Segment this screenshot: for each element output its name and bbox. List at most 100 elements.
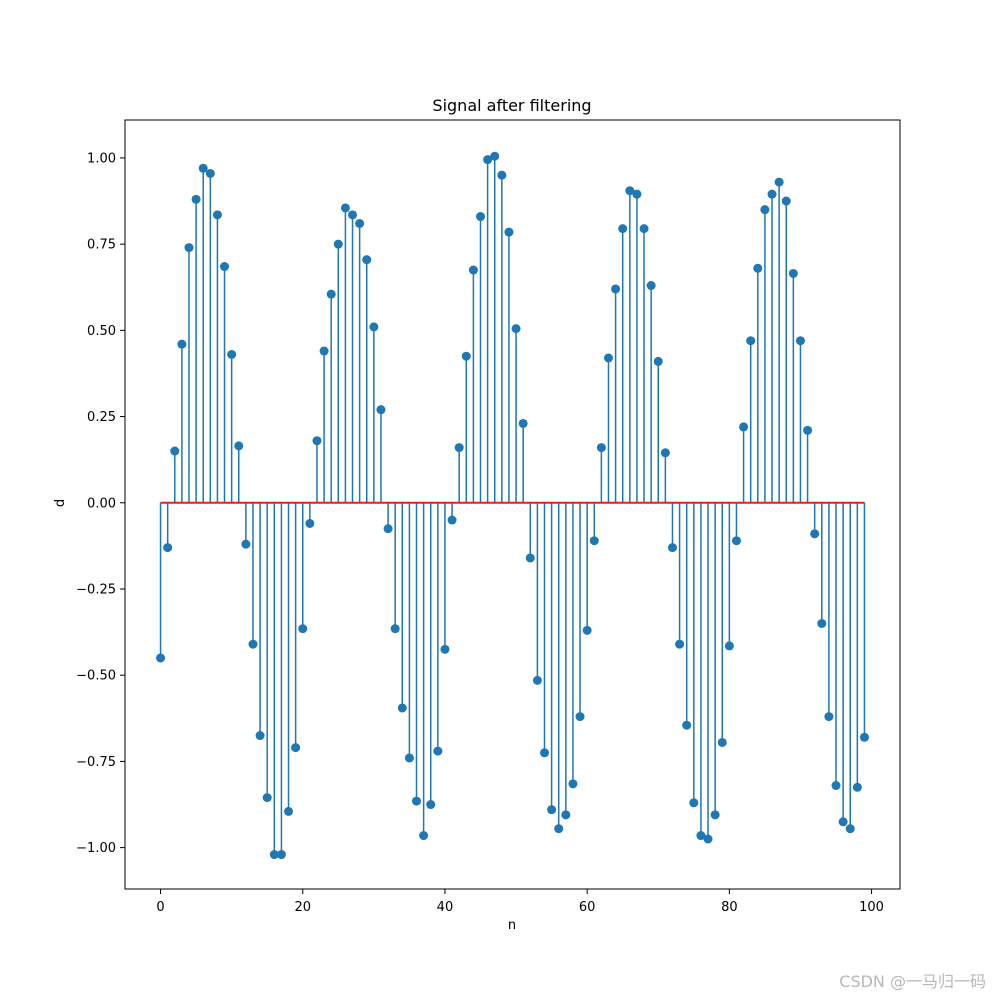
stem-marker: [568, 779, 578, 789]
stem-marker: [639, 224, 649, 234]
stem-marker: [383, 524, 393, 534]
stem-marker: [795, 336, 805, 346]
stem-marker: [618, 224, 628, 234]
stem-marker: [817, 618, 827, 628]
stem-marker: [490, 151, 500, 161]
stem-marker: [760, 205, 770, 215]
stem-marker: [596, 443, 606, 453]
stem-marker: [511, 324, 521, 334]
stem-marker: [781, 196, 791, 206]
stem-marker: [852, 782, 862, 792]
stem-marker: [731, 536, 741, 546]
stem-marker: [461, 351, 471, 361]
stem-marker: [589, 536, 599, 546]
stem-marker: [369, 322, 379, 332]
stem-marker: [241, 539, 251, 549]
watermark-text: CSDN @一马归一码: [839, 972, 986, 991]
y-tick-label: −0.50: [76, 669, 116, 684]
stem-marker: [468, 265, 478, 275]
stem-markers-group: [156, 151, 869, 860]
stem-marker: [276, 850, 286, 860]
stem-marker: [156, 653, 166, 663]
stem-marker: [767, 189, 777, 199]
stem-marker: [454, 443, 464, 453]
stem-marker: [689, 798, 699, 808]
y-tick-label: 0.75: [87, 238, 116, 253]
stem-marker: [326, 289, 336, 299]
stem-marker: [234, 441, 244, 451]
stem-marker: [824, 712, 834, 722]
stem-marker: [227, 349, 237, 359]
stem-marker: [774, 177, 784, 187]
y-tick-label: 0.00: [87, 496, 116, 511]
x-tick-label: 20: [294, 900, 311, 915]
x-tick-label: 40: [437, 900, 454, 915]
stem-marker: [376, 405, 386, 415]
y-tick-label: 1.00: [87, 151, 116, 166]
x-tick-label: 80: [721, 900, 738, 915]
stem-marker: [205, 168, 215, 178]
stem-marker: [440, 644, 450, 654]
stem-marker: [312, 436, 322, 446]
y-tick-label: −0.25: [76, 582, 116, 597]
stem-marker: [746, 336, 756, 346]
y-tick-label: −1.00: [76, 841, 116, 856]
stem-marker: [340, 203, 350, 213]
x-axis-ticks: 0 20 40 60 80 100: [156, 889, 884, 915]
chart-title: Signal after filtering: [432, 96, 591, 115]
stem-marker: [739, 422, 749, 432]
stem-marker: [419, 831, 429, 841]
stem-marker: [838, 817, 848, 827]
stem-marker: [284, 806, 294, 816]
stem-marker: [625, 186, 635, 196]
stem-marker: [660, 448, 670, 458]
stem-marker: [831, 781, 841, 791]
stem-marker: [653, 356, 663, 366]
stem-marker: [220, 262, 230, 272]
stem-marker: [532, 675, 542, 685]
stem-marker: [675, 639, 685, 649]
stem-marker: [603, 353, 613, 363]
stem-marker: [788, 268, 798, 278]
stem-marker: [703, 834, 713, 844]
stem-marker: [319, 346, 329, 356]
stem-marker: [539, 748, 549, 758]
y-axis-label: d: [53, 499, 68, 507]
stem-marker: [504, 227, 514, 237]
stem-marker: [390, 624, 400, 634]
stem-marker: [575, 712, 585, 722]
stem-marker: [497, 170, 507, 180]
stem-marker: [184, 243, 194, 253]
stem-marker: [582, 625, 592, 635]
stem-marker: [362, 255, 372, 265]
y-tick-label: 0.50: [87, 324, 116, 339]
stem-marker: [212, 210, 222, 220]
stem-marker: [845, 824, 855, 834]
stem-marker: [518, 418, 528, 428]
x-tick-label: 60: [579, 900, 596, 915]
stem-marker: [803, 425, 813, 435]
stem-marker: [348, 210, 358, 220]
axes-frame: [124, 119, 901, 890]
stem-marker: [667, 543, 677, 553]
stem-marker: [561, 810, 571, 820]
stem-marker: [333, 239, 343, 249]
stem-marker: [696, 831, 706, 841]
stem-marker: [483, 155, 493, 165]
stem-marker: [191, 194, 201, 204]
stem-lines-group: [159, 156, 866, 855]
y-tick-label: −0.75: [76, 755, 116, 770]
stem-marker: [611, 284, 621, 294]
x-tick-label: 0: [156, 900, 164, 915]
stem-marker: [447, 515, 457, 525]
stem-marker: [710, 810, 720, 820]
stem-marker: [412, 796, 422, 806]
stem-marker: [404, 753, 414, 763]
stem-marker: [554, 824, 564, 834]
stem-marker: [198, 163, 208, 173]
stem-marker: [724, 641, 734, 651]
stem-marker: [426, 800, 436, 810]
y-axis-ticks: −1.00 −0.75 −0.50 −0.25 0.00 0.25 0.50 0.75 1.00: [76, 151, 125, 856]
stem-marker: [682, 720, 692, 730]
